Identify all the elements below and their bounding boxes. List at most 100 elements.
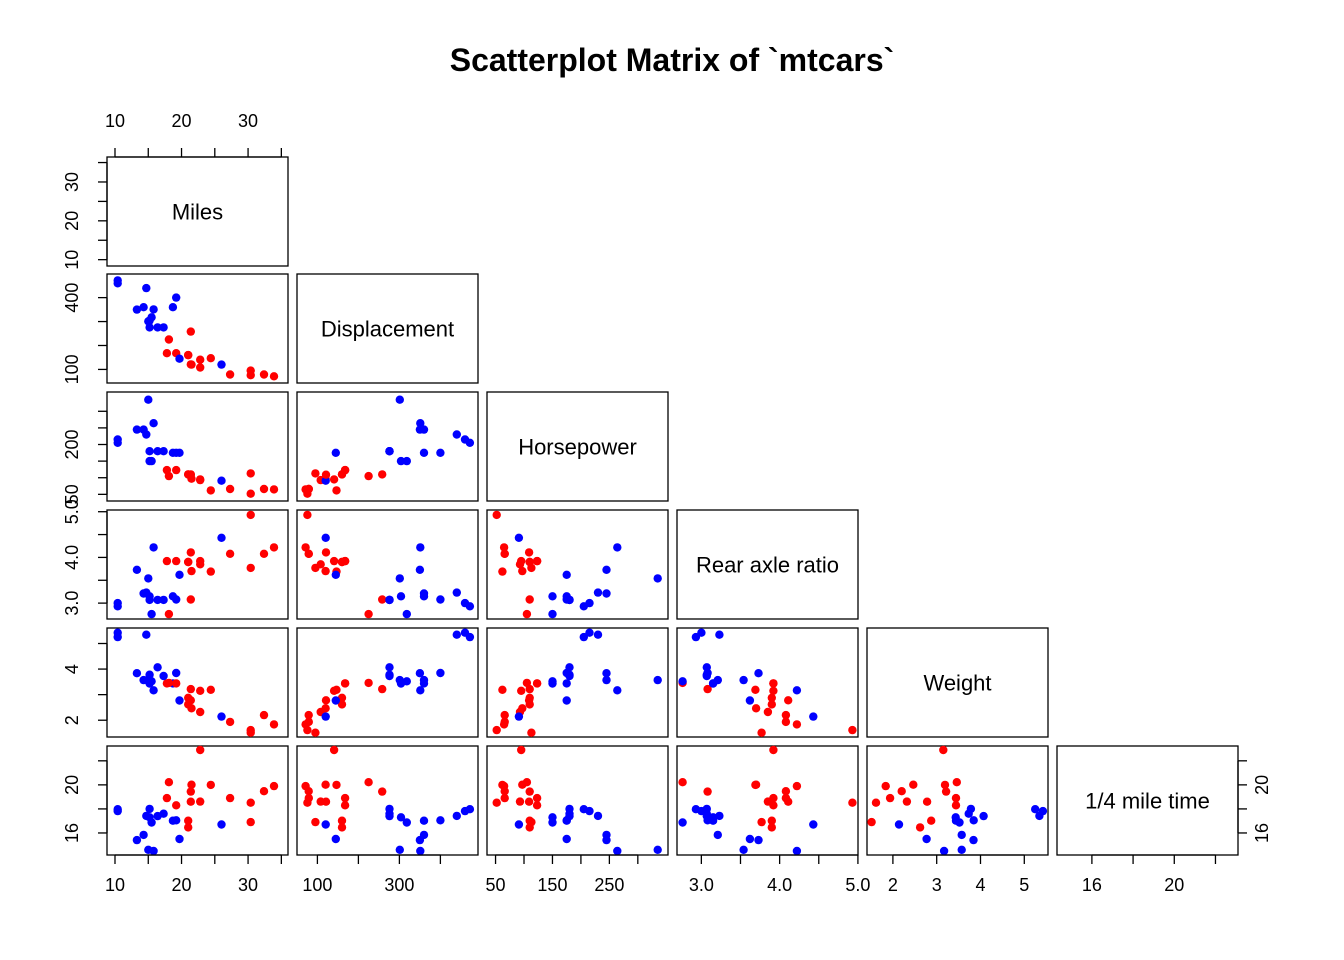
point-27: [246, 563, 255, 573]
point-26: [321, 476, 330, 485]
panel-frame: [106, 391, 289, 502]
panel-1-1: Displacement: [296, 273, 479, 384]
point-28: [416, 686, 425, 695]
tick-label: 10: [105, 111, 125, 131]
tick-label: 100: [62, 354, 82, 384]
point-16: [452, 430, 461, 439]
point-5: [364, 609, 373, 619]
point-29: [745, 834, 755, 844]
point-26: [217, 820, 226, 829]
tick-label: 5: [1019, 875, 1029, 895]
panel-frame: [296, 509, 479, 620]
tick-label: 4.0: [62, 545, 82, 570]
bottom-axis-1: 100 300: [302, 854, 442, 895]
tick-label: 100: [302, 875, 332, 895]
point-3: [186, 595, 195, 604]
panel-4-4: Weight: [866, 627, 1049, 738]
point-31: [186, 360, 195, 369]
point-29: [745, 696, 755, 705]
point-19: [269, 720, 279, 729]
point-23: [969, 835, 978, 845]
panel-2-0: [106, 391, 289, 502]
tick-label: 30: [238, 111, 258, 131]
panel-frame: [296, 273, 479, 384]
point-16: [715, 630, 724, 639]
point-25: [304, 717, 313, 727]
variable-label: Miles: [172, 200, 223, 225]
point-31: [321, 470, 331, 479]
point-17: [781, 787, 791, 796]
point-25: [304, 793, 313, 803]
point-10: [340, 556, 350, 566]
point-15: [113, 806, 122, 816]
point-24: [436, 595, 445, 604]
point-8: [196, 686, 205, 695]
point-30: [144, 675, 153, 685]
point-18: [246, 510, 255, 520]
tick-label: 3: [932, 875, 942, 895]
point-29: [175, 448, 184, 457]
point-24: [703, 816, 712, 825]
point-29: [331, 448, 340, 457]
point-24: [172, 293, 181, 302]
point-19: [792, 781, 802, 791]
tick-label: 20: [62, 775, 82, 795]
point-16: [715, 811, 724, 821]
point-6: [139, 830, 148, 840]
point-10: [340, 465, 350, 475]
point-6: [419, 675, 429, 685]
point-3: [525, 787, 534, 796]
point-31: [524, 548, 534, 557]
point-7: [751, 685, 760, 694]
point-25: [500, 717, 509, 727]
tick-label: 400: [62, 283, 82, 313]
tick-label: 50: [486, 875, 506, 895]
panel-frame: [676, 627, 859, 738]
point-15: [697, 806, 706, 816]
point-24: [436, 448, 445, 457]
point-15: [585, 806, 594, 816]
point-30: [144, 845, 153, 854]
point-0: [337, 700, 347, 709]
tick-label: 4: [62, 664, 82, 674]
point-23: [415, 835, 425, 845]
point-18: [492, 510, 501, 520]
point-20: [518, 780, 527, 789]
point-10: [532, 679, 542, 688]
point-29: [562, 570, 571, 579]
point-20: [751, 704, 761, 713]
point-20: [187, 780, 196, 789]
point-2: [196, 797, 205, 806]
point-25: [500, 793, 509, 803]
point-27: [246, 366, 255, 375]
left-axis-0: 10 20 30: [62, 161, 108, 270]
point-16: [452, 588, 461, 597]
point-26: [217, 360, 226, 369]
point-22: [145, 813, 154, 822]
point-26: [514, 712, 524, 721]
tick-label: 20: [1164, 875, 1184, 895]
point-22: [396, 592, 406, 601]
left-axis-2: 50 200: [62, 410, 108, 504]
point-16: [452, 630, 461, 639]
point-30: [653, 675, 662, 685]
point-23: [754, 669, 763, 678]
point-5: [164, 335, 174, 344]
point-16: [593, 630, 603, 639]
bottom-axis-0: 10 20 30: [105, 854, 282, 895]
point-19: [881, 781, 890, 791]
point-29: [175, 354, 184, 363]
point-22: [548, 592, 557, 601]
point-28: [613, 846, 622, 856]
point-5: [678, 778, 687, 787]
point-19: [499, 543, 509, 552]
point-20: [321, 780, 330, 789]
point-22: [548, 813, 557, 822]
panel-frame: [486, 627, 669, 738]
point-23: [754, 835, 763, 845]
point-13: [966, 804, 976, 814]
panel-5-4: [866, 745, 1049, 856]
point-9: [951, 801, 961, 810]
point-29: [331, 570, 340, 579]
